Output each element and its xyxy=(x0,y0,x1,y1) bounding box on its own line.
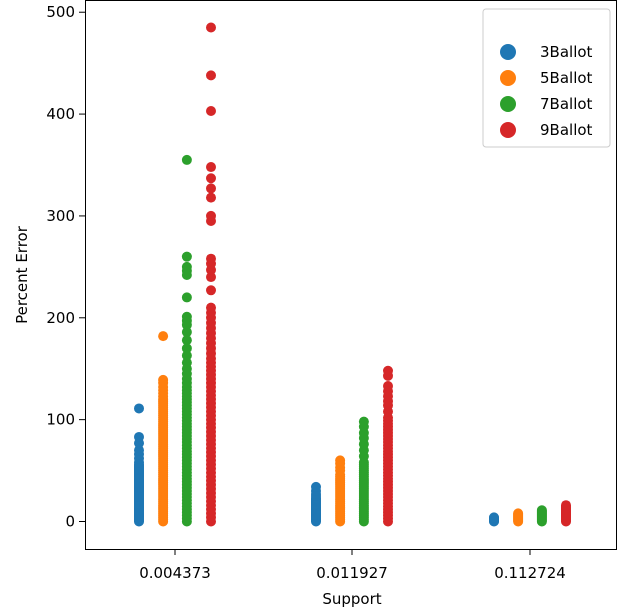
data-point xyxy=(181,335,192,346)
x-tick-label: 0.004373 xyxy=(139,564,211,582)
data-point xyxy=(206,162,216,173)
data-point xyxy=(181,357,192,368)
legend-marker xyxy=(500,96,516,112)
legend-marker xyxy=(500,122,516,138)
data-point xyxy=(134,403,144,414)
y-tick-label: 0 xyxy=(65,512,75,530)
y-tick-label: 100 xyxy=(46,411,75,429)
data-point xyxy=(206,106,216,117)
data-point xyxy=(181,311,192,322)
data-point xyxy=(335,455,346,466)
data-point xyxy=(206,192,216,203)
data-point xyxy=(181,350,192,361)
legend-item: 5Ballot xyxy=(500,69,593,87)
data-point xyxy=(181,327,192,338)
legend-item: 9Ballot xyxy=(500,121,593,139)
data-point xyxy=(206,173,216,184)
legend-marker xyxy=(500,70,516,86)
y-tick-label: 500 xyxy=(46,3,75,21)
data-point xyxy=(358,416,369,427)
data-point xyxy=(513,508,524,519)
data-point xyxy=(181,343,192,354)
series-9Ballot xyxy=(206,22,571,527)
legend-item: 7Ballot xyxy=(500,95,593,113)
data-point xyxy=(206,272,216,283)
data-point xyxy=(561,500,571,511)
data-point xyxy=(158,374,169,385)
plot-frame xyxy=(85,0,617,550)
legend-label: 9Ballot xyxy=(540,121,593,139)
data-point xyxy=(206,22,216,33)
data-point xyxy=(206,183,216,194)
series-5Ballot xyxy=(158,331,524,527)
series-7Ballot xyxy=(181,154,547,527)
data-point xyxy=(181,292,192,303)
data-point xyxy=(206,210,216,221)
y-tick-label: 300 xyxy=(46,207,75,225)
data-point xyxy=(536,505,547,516)
data-point xyxy=(158,331,169,342)
x-tick-label: 0.011927 xyxy=(316,564,388,582)
data-point xyxy=(383,365,393,376)
x-axis: 0.004373 0.011927 0.112724 xyxy=(139,549,566,582)
x-tick-label: 0.112724 xyxy=(494,564,566,582)
legend-item: 3Ballot xyxy=(500,43,593,61)
legend-label: 3Ballot xyxy=(540,43,593,61)
legend-label: 5Ballot xyxy=(540,69,593,87)
x-axis-label: Support xyxy=(322,590,381,608)
data-point xyxy=(134,445,144,456)
data-point xyxy=(181,261,192,272)
data-point xyxy=(206,302,216,313)
legend: 3Ballot 5Ballot 7Ballot 9Ballot xyxy=(482,8,611,148)
data-point xyxy=(206,70,216,81)
legend-marker xyxy=(500,44,516,60)
data-point xyxy=(181,154,192,165)
data-point xyxy=(383,381,393,392)
legend-frame xyxy=(482,8,611,148)
data-point xyxy=(134,431,144,442)
y-tick-label: 200 xyxy=(46,309,75,327)
data-point xyxy=(206,253,216,264)
series-3Ballot xyxy=(134,403,499,527)
legend-label: 7Ballot xyxy=(540,95,593,113)
data-point xyxy=(181,251,192,262)
y-axis-label: Percent Error xyxy=(13,225,31,324)
points-layer xyxy=(134,22,571,527)
data-point xyxy=(206,285,216,296)
y-axis: 0 100 200 300 400 500 xyxy=(46,3,85,530)
data-point xyxy=(489,512,499,523)
y-tick-label: 400 xyxy=(46,105,75,123)
data-point xyxy=(311,481,321,492)
